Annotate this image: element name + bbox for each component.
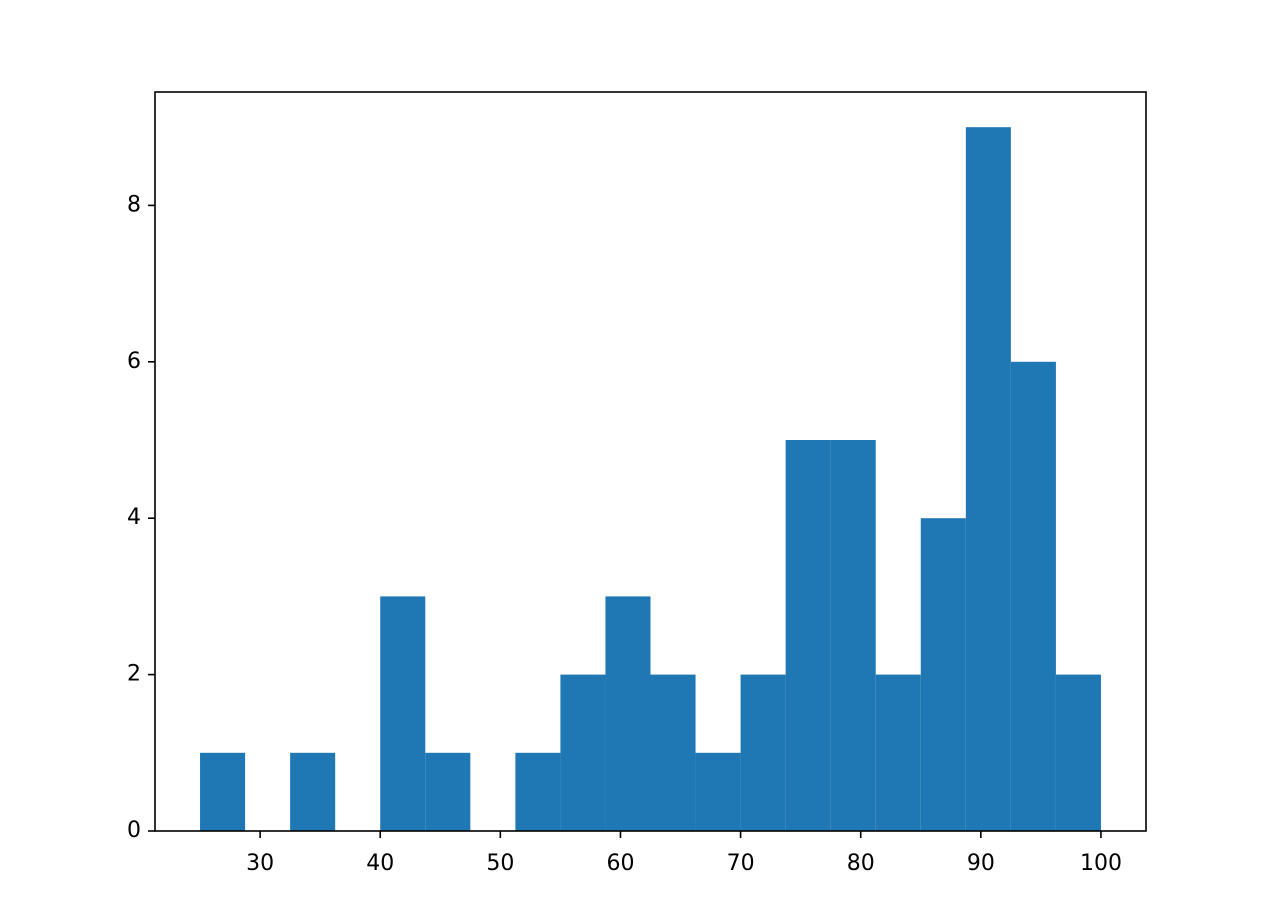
bar (740, 674, 786, 831)
bar (965, 127, 1011, 831)
bar (920, 518, 966, 831)
bar (1055, 674, 1101, 831)
bar (1010, 361, 1056, 831)
y-tick-label: 4 (127, 505, 141, 530)
y-tick-label: 2 (127, 662, 141, 687)
y-tick-label: 0 (127, 818, 141, 843)
bar (560, 674, 606, 831)
x-tick-label: 70 (727, 851, 755, 876)
bar (380, 596, 426, 831)
bar (695, 752, 741, 831)
bar (515, 752, 561, 831)
bar (785, 439, 831, 831)
x-tick-label: 80 (847, 851, 875, 876)
y-tick-label: 8 (127, 192, 141, 217)
bar (830, 439, 876, 831)
bar (605, 596, 651, 831)
bar (875, 674, 921, 831)
x-tick-label: 40 (366, 851, 394, 876)
bar (200, 752, 246, 831)
x-tick-label: 90 (967, 851, 995, 876)
x-tick-label: 50 (486, 851, 514, 876)
x-tick-label: 60 (606, 851, 634, 876)
bar (425, 752, 471, 831)
x-tick-label: 100 (1080, 851, 1122, 876)
x-tick-label: 30 (246, 851, 274, 876)
plot-frame (154, 91, 1147, 832)
bar (650, 674, 696, 831)
bar (290, 752, 336, 831)
y-tick-label: 6 (127, 349, 141, 374)
